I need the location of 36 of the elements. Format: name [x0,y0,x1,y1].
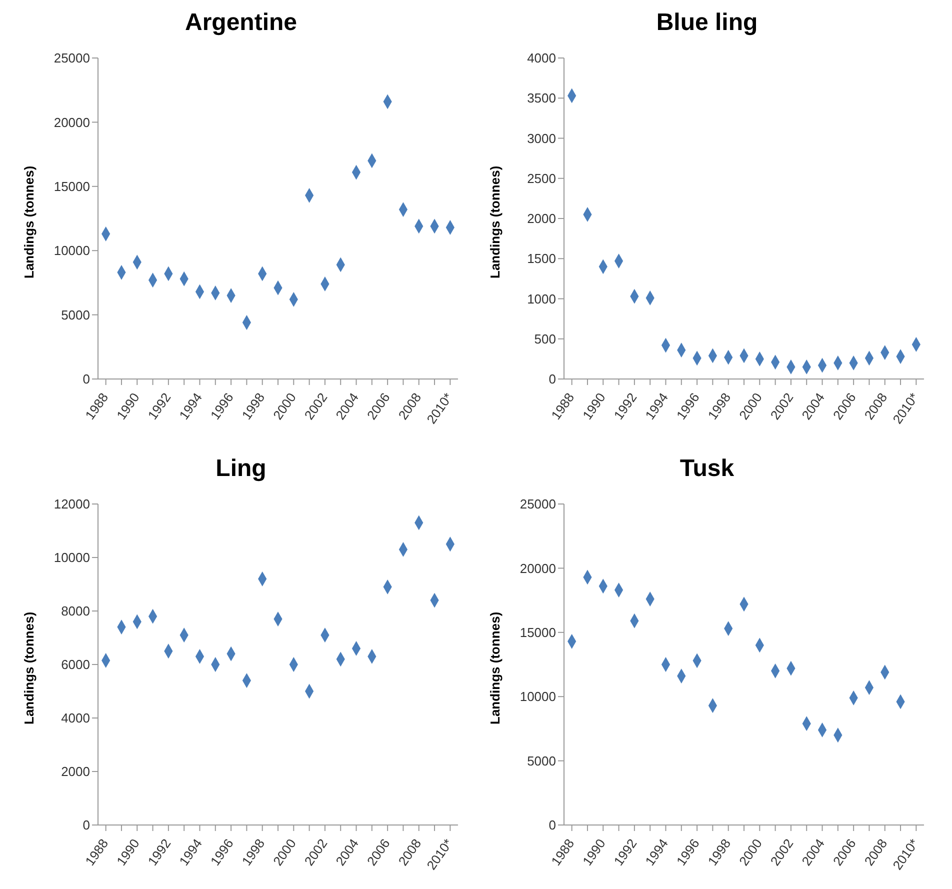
y-tick-label: 1500 [527,251,556,266]
chart-title: Tusk [678,454,736,484]
y-tick-label: 25000 [520,496,556,512]
y-tick-label: 10000 [54,550,90,566]
chart-title: Argentine [184,8,298,38]
y-tick-label: 20000 [54,114,90,130]
y-tick-label: 4000 [61,710,90,726]
y-axis-title: Landings (tonnes) [488,166,503,278]
y-tick-label: 0 [82,372,90,387]
y-tick-label: 1000 [527,291,556,306]
y-axis-title: Landings (tonnes) [22,166,37,278]
y-tick-label: 0 [548,372,556,387]
y-tick-label: 0 [548,818,556,833]
y-tick-label: 5000 [61,307,90,322]
y-tick-label: 2000 [527,211,556,226]
y-tick-label: 3000 [527,130,556,146]
y-tick-label: 15000 [520,625,556,640]
y-tick-label: 20000 [520,560,556,576]
y-tick-label: 25000 [54,50,90,66]
y-tick-label: 500 [534,331,556,346]
y-tick-label: 2500 [527,170,556,186]
y-tick-label: 4000 [527,50,556,66]
y-tick-label: 8000 [61,604,90,619]
chart-title: Ling [214,454,268,484]
chart-title: Blue ling [655,8,759,38]
y-tick-label: 10000 [520,689,556,704]
y-tick-label: 0 [82,818,90,833]
y-tick-label: 2000 [61,764,90,780]
y-axis-title: Landings (tonnes) [22,612,37,724]
y-axis-title: Landings (tonnes) [488,612,503,724]
y-tick-label: 3500 [527,90,556,106]
y-tick-label: 12000 [54,496,90,512]
y-tick-label: 10000 [54,243,90,258]
y-tick-label: 5000 [527,753,556,768]
y-tick-label: 6000 [61,657,90,672]
y-tick-label: 15000 [54,179,90,194]
